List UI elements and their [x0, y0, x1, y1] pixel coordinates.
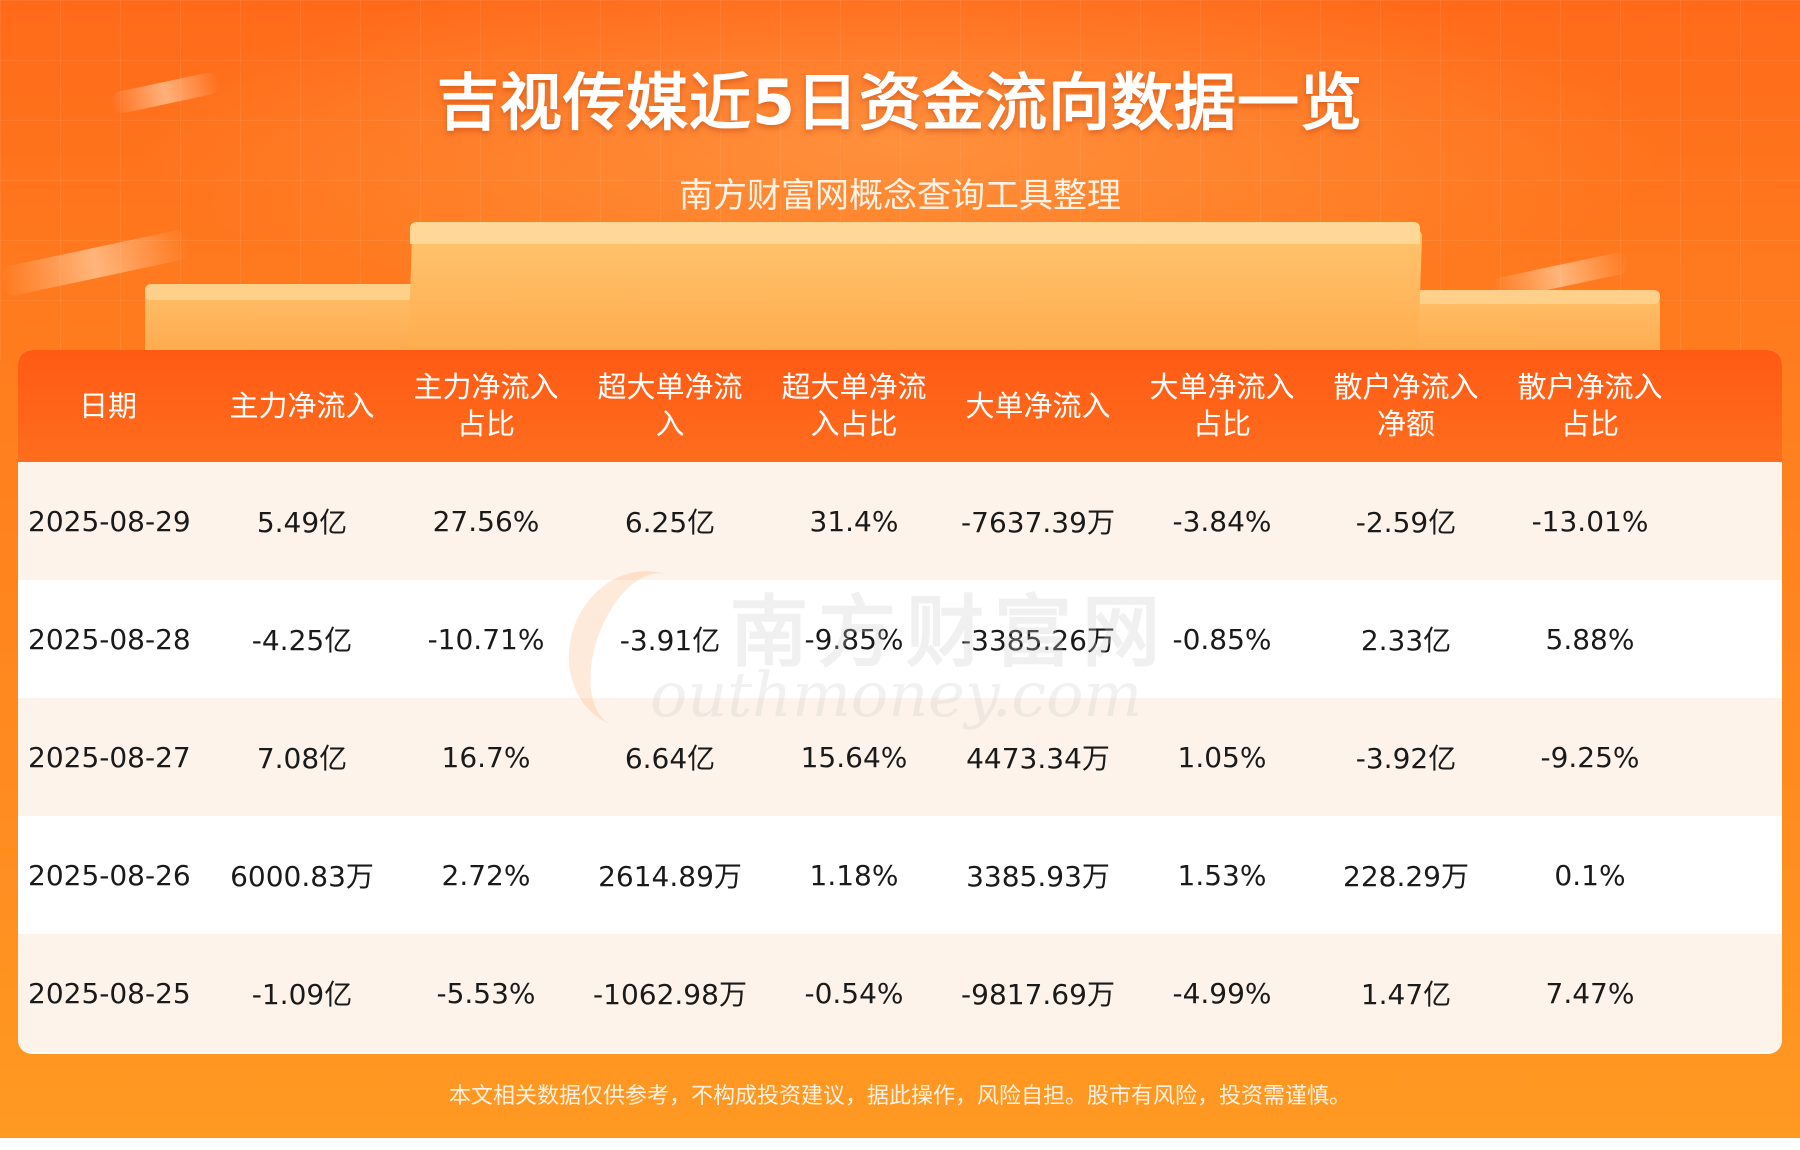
table-cell: 4473.34万 — [966, 742, 1110, 775]
date-cell: 2025-08-25 — [28, 976, 191, 1010]
table-cell: -10.71% — [427, 622, 545, 656]
table-cell: 1.53% — [1177, 858, 1267, 892]
table-cell: -3.92亿 — [1355, 742, 1457, 775]
column-header: 超大单净流 入占比 — [781, 370, 927, 441]
table-cell: 7.08亿 — [256, 742, 348, 775]
table-cell: -4.25亿 — [251, 624, 353, 657]
column-header: 超大单净流入 — [597, 370, 743, 441]
table-cell: -1062.98万 — [593, 978, 747, 1011]
date-cell: 2025-08-27 — [28, 740, 191, 774]
column-header: 散户净流入 占比 — [1517, 370, 1663, 441]
column-header: 主力净流入 占比 — [413, 370, 559, 441]
table-cell: -1.09亿 — [251, 978, 353, 1011]
table-cell: 2.72% — [441, 858, 531, 892]
table-cell: 6.64亿 — [624, 742, 716, 775]
decorative-block-center-top — [410, 222, 1420, 244]
disclaimer-text: 本文相关数据仅供参考，不构成投资建议，据此操作，风险自担。股市有风险，投资需谨慎… — [448, 1084, 1351, 1109]
table-cell: -9.25% — [1540, 740, 1640, 774]
table-cell: -3385.26万 — [961, 624, 1115, 657]
table-cell: -3.84% — [1172, 504, 1272, 538]
table-header: 日期 主力净流入 主力净流入 占比 超大单净流入超大单净流 入占比 大单净流入 大单净流入 占比… — [18, 350, 1782, 462]
table-cell: -9.85% — [804, 622, 904, 656]
date-cell: 2025-08-29 — [28, 504, 191, 538]
table-row: 2025-08-25 -1.09亿 -5.53% -1062.98万 -0.54% -98… — [18, 934, 1782, 1052]
column-header: 主力净流入 — [229, 388, 375, 423]
table-cell: 31.4% — [809, 504, 899, 538]
table-cell: -4.99% — [1172, 976, 1272, 1010]
table-cell: -9817.69万 — [961, 978, 1115, 1011]
date-cell: 2025-08-28 — [28, 622, 191, 656]
fund-flow-table: 日期 主力净流入 主力净流入 占比 超大单净流入超大单净流 入占比 大单净流入 大单净流入 占比… — [18, 350, 1782, 1054]
table-cell: 2.33亿 — [1360, 624, 1452, 657]
table-cell: -3.91亿 — [619, 624, 721, 657]
table-cell: 1.18% — [809, 858, 899, 892]
table-cell: 6000.83万 — [230, 860, 374, 893]
table-cell: -2.59亿 — [1355, 506, 1457, 539]
table-cell: 1.47亿 — [1360, 978, 1452, 1011]
decorative-block-center — [407, 230, 1423, 360]
column-header: 日期 — [78, 388, 137, 423]
table-cell: 3385.93万 — [966, 860, 1110, 893]
column-header: 大单净流入 — [965, 388, 1111, 423]
table-cell: 5.49亿 — [256, 506, 348, 539]
table-cell: -5.53% — [436, 976, 536, 1010]
table-cell: 15.64% — [800, 740, 908, 774]
table-row: 2025-08-27 7.08亿 16.7% 6.64亿 15.64% 4473.34万 1… — [18, 698, 1782, 816]
table-cell: 27.56% — [432, 504, 540, 538]
table-cell: 5.88% — [1545, 622, 1635, 656]
bottom-strip — [0, 1138, 1800, 1150]
table-row: 2025-08-26 6000.83万 2.72% 2614.89万 1.18% 3385… — [18, 816, 1782, 934]
table-cell: 1.05% — [1177, 740, 1267, 774]
column-header: 散户净流入 净额 — [1333, 370, 1479, 441]
page-subtitle: 南方财富网概念查询工具整理 — [679, 176, 1121, 216]
table-row: 2025-08-29 5.49亿 27.56% 6.25亿 31.4% -7637.39万… — [18, 462, 1782, 580]
table-cell: 0.1% — [1554, 858, 1626, 892]
table-cell: -0.54% — [804, 976, 904, 1010]
table-row: 2025-08-28 -4.25亿 -10.71% -3.91亿 -9.85% -3385… — [18, 580, 1782, 698]
date-cell: 2025-08-26 — [28, 858, 191, 892]
table-cell: -7637.39万 — [961, 506, 1115, 539]
table-cell: 2614.89万 — [598, 860, 742, 893]
table-cell: -13.01% — [1531, 504, 1649, 538]
column-header: 大单净流入 占比 — [1149, 370, 1295, 441]
table-cell: 7.47% — [1545, 976, 1635, 1010]
table-cell: 16.7% — [441, 740, 531, 774]
table-cell: -0.85% — [1172, 622, 1272, 656]
table-cell: 228.29万 — [1343, 860, 1469, 893]
page-title: 吉视传媒近5日资金流向数据一览 — [436, 66, 1364, 139]
table-cell: 6.25亿 — [624, 506, 716, 539]
